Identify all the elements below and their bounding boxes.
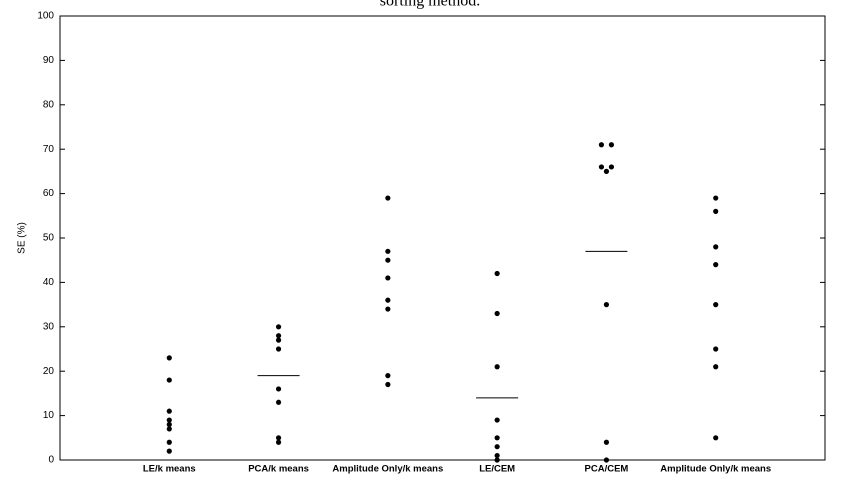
data-point bbox=[166, 408, 172, 414]
data-point bbox=[275, 386, 282, 392]
y-tick-label: 100 bbox=[37, 11, 54, 22]
y-tick-label: 70 bbox=[43, 144, 55, 155]
data-point bbox=[385, 275, 391, 281]
data-point bbox=[713, 244, 719, 250]
data-point bbox=[603, 457, 610, 463]
data-point bbox=[166, 439, 172, 445]
data-point bbox=[603, 439, 610, 445]
data-point bbox=[713, 208, 719, 214]
x-tick-label: LE/CEM bbox=[479, 464, 515, 475]
data-point bbox=[166, 377, 172, 383]
data-point bbox=[166, 426, 172, 432]
data-point bbox=[603, 168, 610, 174]
x-tick-label: PCA/k means bbox=[248, 464, 309, 475]
y-axis-label: SE (%) bbox=[17, 222, 28, 254]
data-point bbox=[166, 421, 172, 428]
y-tick-label: 80 bbox=[43, 99, 55, 110]
data-point bbox=[275, 435, 282, 441]
y-tick-label: 20 bbox=[43, 366, 55, 377]
data-point bbox=[494, 457, 500, 463]
chart-title: sorting method. bbox=[380, 0, 480, 10]
data-point bbox=[275, 346, 282, 352]
data-point bbox=[385, 248, 391, 254]
data-point bbox=[494, 444, 500, 450]
data-point bbox=[385, 373, 391, 379]
data-point bbox=[385, 306, 391, 312]
data-point bbox=[713, 302, 719, 308]
y-tick-label: 10 bbox=[43, 410, 55, 421]
data-point bbox=[494, 417, 500, 423]
data-point bbox=[275, 399, 282, 405]
plot-frame bbox=[59, 15, 826, 461]
data-point bbox=[166, 448, 172, 454]
data-point bbox=[494, 435, 500, 441]
data-point bbox=[713, 346, 719, 352]
data-point bbox=[385, 381, 391, 388]
y-tick-label: 90 bbox=[43, 55, 55, 66]
x-tick-label: LE/k means bbox=[143, 464, 196, 475]
data-point bbox=[385, 257, 391, 263]
data-point bbox=[385, 297, 391, 303]
data-point bbox=[598, 142, 605, 148]
data-point bbox=[713, 364, 719, 370]
x-tick-label: Amplitude Only/k means bbox=[332, 464, 443, 475]
y-tick-label: 40 bbox=[43, 277, 55, 288]
x-tick-label: PCA/CEM bbox=[585, 464, 629, 475]
x-tick-label: Amplitude Only/k means bbox=[660, 464, 771, 475]
data-point bbox=[275, 333, 282, 339]
y-tick-label: 30 bbox=[43, 321, 55, 332]
data-point bbox=[275, 324, 282, 330]
data-point bbox=[713, 195, 719, 201]
data-point bbox=[385, 195, 391, 201]
data-point bbox=[608, 164, 615, 170]
data-point bbox=[713, 262, 719, 268]
data-point bbox=[603, 302, 610, 308]
data-point bbox=[275, 439, 282, 445]
data-point bbox=[494, 310, 500, 317]
data-point bbox=[494, 452, 500, 459]
data-point bbox=[494, 270, 500, 277]
data-point bbox=[494, 364, 500, 370]
data-point bbox=[275, 337, 282, 343]
data-point bbox=[166, 417, 172, 423]
data-point bbox=[598, 164, 605, 170]
data-point bbox=[713, 435, 719, 441]
y-tick-label: 0 bbox=[48, 455, 54, 466]
y-tick-label: 60 bbox=[43, 188, 55, 199]
y-tick-label: 50 bbox=[43, 233, 55, 244]
data-point bbox=[166, 355, 172, 361]
data-point bbox=[608, 142, 615, 148]
